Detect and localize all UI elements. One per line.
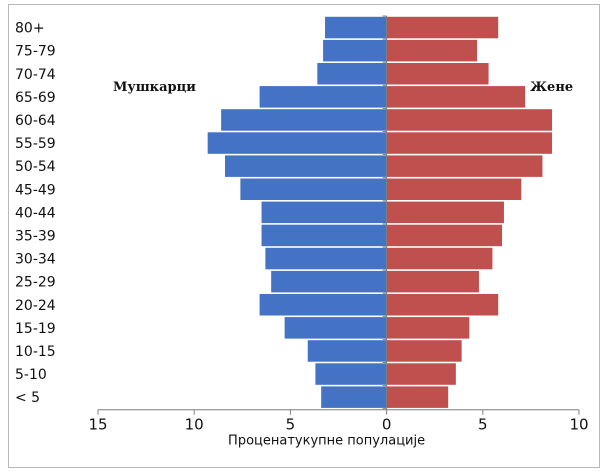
- y-tick-label: 45-49: [15, 182, 56, 198]
- male-bars: [207, 16, 387, 408]
- y-tick-labels: < 5 5-10 10-15 15-19 20-24 25-29 30-34 35-39 40-…: [15, 21, 56, 407]
- bar-female-13: [386, 86, 526, 108]
- bar-male-3: [284, 317, 387, 339]
- bar-female-6: [386, 247, 493, 270]
- y-tick-label: 20-24: [15, 298, 56, 314]
- y-tick-label: 25-29: [15, 275, 56, 291]
- y-tick-label: 40-44: [15, 205, 56, 221]
- bar-male-0: [321, 386, 387, 408]
- bar-female-10: [386, 155, 543, 177]
- x-axis-title: Проценатукупне популације: [228, 434, 425, 449]
- bar-female-7: [386, 224, 503, 247]
- x-tick-labels: 15 10 5 0 5 10: [88, 416, 588, 434]
- female-bars: [386, 16, 553, 408]
- legend-female-label: Жене: [530, 80, 573, 95]
- x-tick-label: 10: [569, 416, 588, 434]
- chart-frame: < 5 5-10 10-15 15-19 20-24 25-29 30-34 35-39 40-…: [8, 4, 600, 468]
- legend-male-label: Мушкарци: [113, 80, 196, 95]
- y-tick-label: 65-69: [15, 90, 56, 106]
- bar-male-4: [259, 294, 387, 316]
- bar-female-4: [386, 294, 499, 316]
- x-tick-label: 5: [478, 416, 488, 434]
- y-tick-label: 15-19: [15, 321, 56, 337]
- x-tick-label: 15: [88, 416, 107, 434]
- bar-male-8: [261, 201, 387, 224]
- bar-male-13: [259, 86, 387, 108]
- y-tick-label: 55-59: [15, 136, 56, 152]
- bar-female-15: [386, 39, 478, 62]
- y-tick-label: 75-79: [15, 44, 56, 60]
- bar-female-1: [386, 363, 456, 385]
- bar-male-14: [317, 63, 387, 85]
- y-tick-label: 50-54: [15, 159, 56, 175]
- bar-female-2: [386, 340, 462, 362]
- y-tick-label: < 5: [15, 390, 40, 406]
- y-tick-marks: [382, 15, 387, 410]
- bar-female-14: [386, 63, 489, 85]
- bar-male-6: [265, 247, 387, 270]
- x-tick-label: 5: [286, 416, 296, 434]
- y-tick-label: 70-74: [15, 67, 56, 83]
- bar-female-12: [386, 109, 553, 131]
- bar-male-9: [240, 178, 387, 200]
- x-tick-label: 0: [382, 416, 392, 434]
- bar-female-8: [386, 201, 504, 224]
- bar-male-1: [315, 363, 387, 385]
- bar-female-3: [386, 317, 470, 339]
- y-tick-label: 80+: [15, 21, 45, 37]
- y-tick-label: 5-10: [15, 367, 47, 383]
- bar-male-16: [325, 16, 387, 39]
- population-pyramid-chart: < 5 5-10 10-15 15-19 20-24 25-29 30-34 35-39 40-…: [15, 15, 589, 449]
- y-tick-label: 10-15: [15, 344, 56, 360]
- bar-male-10: [224, 155, 387, 177]
- x-tick-label: 10: [185, 416, 204, 434]
- bar-female-5: [386, 270, 479, 293]
- bar-male-5: [271, 270, 387, 293]
- bar-male-11: [207, 132, 387, 154]
- bar-female-0: [386, 386, 449, 408]
- bar-female-11: [386, 132, 553, 154]
- bar-male-15: [323, 39, 387, 62]
- bar-male-2: [307, 340, 387, 362]
- x-tick-marks: [97, 409, 580, 415]
- y-tick-label: 30-34: [15, 252, 56, 268]
- bar-male-12: [221, 109, 387, 131]
- bar-male-7: [261, 224, 387, 247]
- y-tick-label: 60-64: [15, 113, 56, 129]
- bar-female-16: [386, 16, 499, 39]
- y-tick-label: 35-39: [15, 228, 56, 244]
- bar-female-9: [386, 178, 522, 200]
